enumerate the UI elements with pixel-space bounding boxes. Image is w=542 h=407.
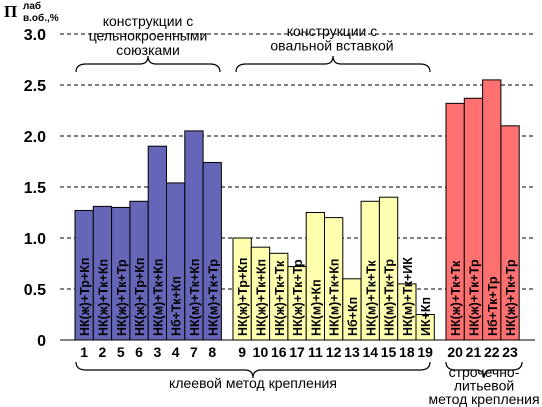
bars [74,79,520,341]
x-tick-label: 9 [238,344,246,360]
x-tick-label: 22 [484,344,500,360]
x-tick-label: 16 [271,344,287,360]
x-tick-label: 23 [502,344,518,360]
annotation-top-right: овальной вставкой [270,38,393,54]
x-tick-label: 13 [344,344,360,360]
y-tick-label: 0 [37,333,46,350]
annotation-bottom-right: литьевой [454,378,514,394]
y-tick-label: 3.0 [24,27,46,44]
annotation-top-left: цельнокроенными [89,28,208,44]
group-braces [75,55,523,379]
x-tick-label: 15 [381,344,397,360]
annotation-bottom-right: строчечно- [449,364,520,380]
y-axis-label-subscript: в.об.,% [23,13,59,24]
bar [202,162,222,341]
bar-label: НК(ж)+Тр+Кп [236,258,250,336]
bar [415,314,435,341]
bar-label: НК(м)+Тк+Тр [383,259,397,336]
x-tick-label: 4 [172,344,180,360]
bar-label: НК(м)+Тк+Тр [206,259,220,336]
bar-label: НК(ж)+Тк+Тк [273,260,287,336]
y-axis-label: П лаб в.об.,% [4,2,59,24]
bar-label: НК(м)+Тк+Кп [151,259,165,336]
y-axis-label-superscript: лаб [23,1,42,12]
y-tick-label: 2.5 [24,78,46,95]
bar-label: НК(м)+Тк+Тк [364,260,378,336]
brace-bottom-left [75,361,431,379]
x-tick-label: 7 [190,344,198,360]
y-tick-label: 2.0 [24,129,46,146]
bar-label: НК(м)+Тк+ИК [401,257,415,336]
bar-label: НК(ж)+Тк+Тр [291,259,305,336]
bar-label: НК(м)+Кп [309,279,323,336]
x-tick-label: 2 [99,344,107,360]
bar-label: ИК+Кп [419,297,433,336]
y-axis-ticks: 0 0.5 1.0 1.5 2.0 2.5 3.0 [24,27,46,350]
bar-label: НК(ж)+Тр+Кп [78,258,92,336]
bar-labels: НК(ж)+Тр+Кп НК(ж)+Тк+Кп НК(ж)+Тк+Тр НК(ж)+Т… [78,257,518,336]
annotation-bottom-left: клеевой метод крепления [169,375,337,391]
bar-label: НК(ж)+Тк+Тр [115,259,129,336]
annotation-top-left: конструкции с [103,13,194,29]
annotation-top-left: союзками [116,42,180,58]
x-tick-label: 17 [289,344,305,360]
y-tick-label: 1.0 [24,231,46,248]
x-tick-label: 21 [466,344,482,360]
bar-label: Нб+Тк+Кп [170,276,184,336]
x-tick-label: 11 [308,344,323,360]
y-tick-label: 1.5 [24,180,46,197]
y-axis-label-main: П [4,2,18,21]
x-tick-label: 3 [153,344,161,360]
brace-bottom-right [445,361,523,379]
bar-label: Нб+Тк+Тр [486,276,500,336]
bar-label: НК(ж)+Тк+Тр [504,259,518,336]
brace-top-left [75,55,221,73]
bar-label: НК(м)+Тк+Кп [188,259,202,336]
bar-label: НК(ж)+Тк+Тр [467,259,481,336]
x-tick-label: 5 [117,344,125,360]
bar-label: Нб+Кп [346,297,360,336]
x-tick-label: 12 [326,344,342,360]
x-tick-label: 6 [135,344,143,360]
bar-label: НК(ж)+Тр+Кп [133,258,147,336]
bar-label: НК(ж)+Тк+Кп [254,259,268,336]
bar-label: НК(ж)+Тк+Кп [96,259,110,336]
bar [500,125,520,341]
x-tick-label: 19 [417,344,433,360]
bar-label: НК(м)+Тк+Кп [328,259,342,336]
x-tick-label: 10 [253,344,269,360]
x-tick-label: 14 [362,344,378,360]
y-tick-label: 0.5 [24,282,46,299]
bar [378,196,399,341]
bar [397,283,417,341]
annotation-bottom-right: метод крепления [428,391,539,407]
brace-top-right [235,55,431,73]
x-tick-label: 20 [447,344,463,360]
bar-label: НК(ж)+Тк+Тк [449,260,463,336]
x-tick-label: 1 [80,344,88,360]
annotation-top-right: конструкции с [287,23,378,39]
annotations: конструкции сцельнокроеннымисоюзкамиконс… [89,13,540,407]
x-tick-label: 18 [399,344,415,360]
x-tick-label: 8 [208,344,216,360]
x-axis-ticks: 1 2 5 6 3 4 7 8 9 10 16 17 11 12 13 14 15 18 19 20 21 22 23 [80,344,518,360]
